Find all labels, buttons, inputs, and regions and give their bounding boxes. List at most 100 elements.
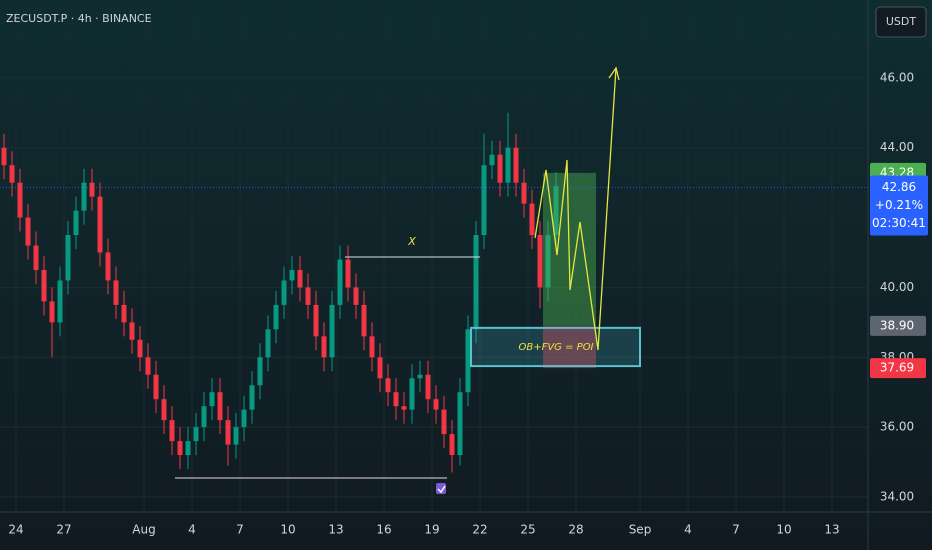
candle-body: [129, 322, 135, 340]
candle-body: [169, 420, 175, 442]
candle-body: [105, 252, 111, 281]
countdown-label: 02:30:41: [872, 216, 926, 230]
candle-body: [321, 336, 327, 358]
candle-body: [209, 392, 215, 407]
candle-body: [241, 409, 247, 428]
candle-body: [193, 427, 199, 442]
candle-body: [465, 329, 471, 393]
candle-body: [497, 154, 503, 183]
symbol-title: ZECUSDT.P · 4h · BINANCE: [6, 12, 152, 25]
candle-body: [265, 329, 271, 358]
candle-body: [489, 154, 495, 166]
levels: OB+FVG = POI: [0, 172, 868, 369]
x-tick-label: Aug: [132, 523, 155, 537]
candle-body: [121, 304, 127, 323]
candle-body: [377, 357, 383, 379]
candle-body: [97, 196, 103, 253]
check-icon: [436, 483, 446, 494]
stop-price-box: [870, 358, 926, 379]
x-tick-label: 10: [776, 523, 791, 537]
candle-body: [201, 406, 207, 428]
candle-body: [425, 374, 431, 400]
candle-body: [89, 182, 95, 197]
drawings: X: [175, 235, 480, 494]
candle-body: [49, 301, 55, 323]
y-tick-label: 44.00: [880, 140, 914, 154]
currency[interactable]: USDT: [886, 15, 917, 28]
candle-body: [345, 259, 351, 288]
candle-body: [9, 165, 15, 183]
x-label: X: [407, 235, 416, 248]
candle-body: [41, 269, 47, 302]
x-tick-label: 24: [8, 523, 23, 537]
candle-body: [25, 217, 31, 246]
candle-body: [65, 235, 71, 281]
candle-body: [441, 409, 447, 435]
candle-body: [297, 269, 303, 288]
candle-body: [81, 182, 87, 211]
candle-body: [113, 280, 119, 305]
y-tick-label: 34.00: [880, 489, 914, 503]
poi-zone: [470, 326, 641, 368]
candle-body: [305, 287, 311, 305]
candle-body: [529, 203, 535, 236]
candle-body: [513, 147, 519, 183]
y-tick-label: 40.00: [880, 280, 914, 294]
projection-arrow: [608, 66, 620, 81]
candle-body: [409, 378, 415, 410]
candles: [1, 112, 559, 473]
candle-body: [273, 304, 279, 330]
candle-body: [145, 357, 151, 375]
x-tick-label: 28: [568, 523, 583, 537]
stop-price-label: 37.69: [880, 361, 914, 375]
y-tick-label: 36.00: [880, 420, 914, 434]
candle-body: [153, 374, 159, 400]
candle-body: [177, 441, 183, 456]
candle-body: [329, 304, 335, 358]
candle-body: [33, 245, 39, 270]
candle-body: [257, 357, 263, 386]
x-tick-label: 7: [732, 523, 740, 537]
y-tick-label: 46.00: [880, 70, 914, 84]
candle-body: [161, 399, 167, 421]
last-price-label: 42.86: [882, 180, 916, 194]
candle-body: [313, 304, 319, 337]
candle-body: [385, 378, 391, 393]
candle-body: [481, 165, 487, 236]
candle-body: [17, 182, 23, 218]
candle-body: [217, 392, 223, 421]
candle-body: [545, 235, 551, 288]
x-tick-label: 4: [684, 523, 692, 537]
loss-zone: [543, 325, 596, 369]
grid: [0, 0, 868, 512]
change-label: +0.21%: [875, 198, 923, 212]
entry-price-label: 38.90: [880, 318, 914, 332]
candle-body: [521, 182, 527, 204]
candle-body: [505, 147, 511, 183]
candle-body: [433, 399, 439, 410]
candle-body: [457, 392, 463, 456]
x-tick-label: 16: [376, 523, 391, 537]
candle-body: [225, 420, 231, 445]
x-tick-label: 22: [472, 523, 487, 537]
candle-body: [401, 406, 407, 410]
candle-body: [1, 147, 7, 166]
candle-body: [393, 392, 399, 407]
currency-box[interactable]: [875, 6, 927, 38]
candle-body: [353, 287, 359, 305]
candle-body: [233, 427, 239, 445]
candle-body: [249, 385, 255, 410]
last-price-box: [870, 175, 928, 236]
x-tick-label: 7: [236, 523, 244, 537]
x-tick-label: 27: [56, 523, 71, 537]
candle-body: [73, 210, 79, 236]
poi-label: OB+FVG = POI: [518, 342, 593, 353]
candle-body: [281, 280, 287, 305]
candle-body: [449, 434, 455, 456]
candle-body: [337, 259, 343, 305]
candle-body: [473, 235, 479, 330]
check-mark: [437, 485, 446, 494]
x-tick-label: Sep: [629, 523, 652, 537]
